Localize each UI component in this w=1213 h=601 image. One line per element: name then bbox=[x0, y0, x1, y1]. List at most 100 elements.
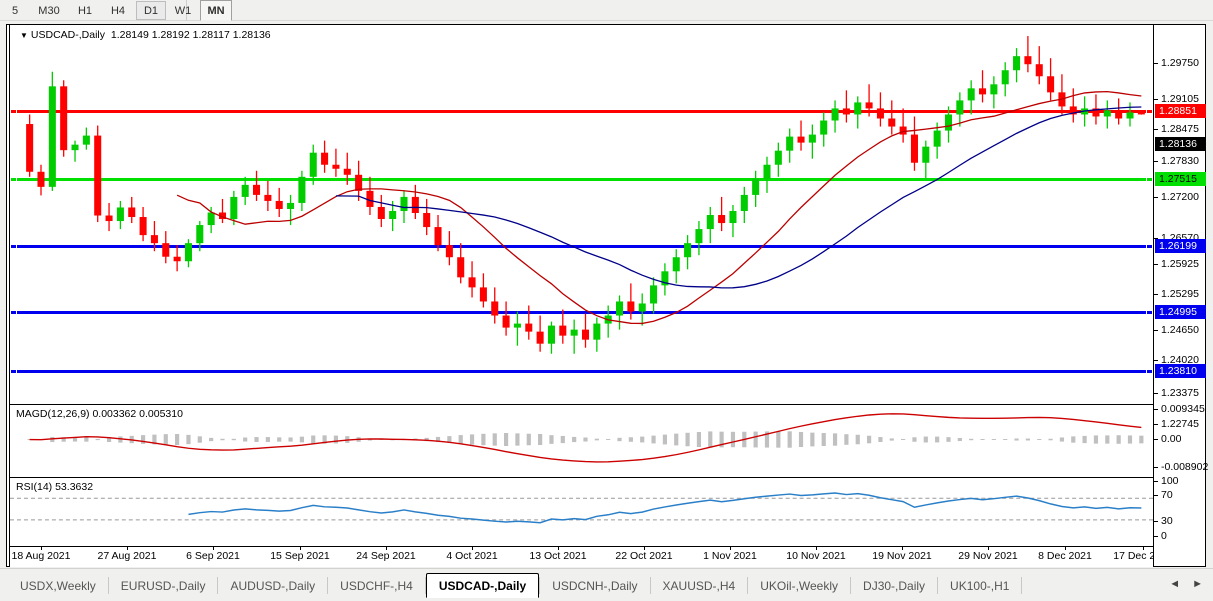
date-tick-label-1: 27 Aug 2021 bbox=[97, 550, 157, 562]
triangle-down-icon[interactable]: ▼ bbox=[20, 30, 28, 40]
support-1-line[interactable] bbox=[10, 243, 1153, 250]
rsi-scale-tick-2: 30 bbox=[1154, 515, 1173, 528]
support-3-line[interactable] bbox=[10, 368, 1153, 375]
symbol-tab-eurusd-daily[interactable]: EURUSD-,Daily bbox=[109, 573, 218, 598]
symbol-tab-usdx-weekly[interactable]: USDX,Weekly bbox=[8, 573, 108, 598]
symbol-tab-xauusd-h4[interactable]: XAUUSD-,H4 bbox=[651, 573, 748, 598]
chart-title: ▼ USDCAD-,Daily 1.28149 1.28192 1.28117 1… bbox=[20, 29, 271, 41]
level-handle-icon[interactable] bbox=[10, 309, 17, 316]
rsi-series bbox=[10, 492, 1153, 524]
level-handle-right-icon[interactable] bbox=[1146, 108, 1153, 115]
date-tick-mark-11 bbox=[988, 547, 989, 550]
symbol-tab-label: USDCHF-,H4 bbox=[340, 578, 413, 593]
symbol-tab-divider bbox=[327, 577, 329, 594]
symbol-tab-divider bbox=[747, 577, 749, 594]
timeframe-tab-h4[interactable]: H4 bbox=[102, 1, 134, 20]
symbol-tab-ukoil-weekly[interactable]: UKOil-,Weekly bbox=[748, 573, 850, 598]
symbol-tab-dj30-daily[interactable]: DJ30-,Daily bbox=[851, 573, 937, 598]
price-tick-10: 1.23375 bbox=[1154, 387, 1199, 400]
date-tick-label-0: 18 Aug 2021 bbox=[11, 550, 71, 562]
symbol-tab-label: AUDUSD-,Daily bbox=[230, 578, 316, 593]
price-tick-7: 1.25295 bbox=[1154, 288, 1199, 301]
level-handle-icon[interactable] bbox=[10, 108, 17, 115]
timeframe-tab-label: H1 bbox=[77, 4, 93, 17]
date-scale-axis[interactable]: 18 Aug 2021 27 Aug 2021 6 Sep 2021 15 Sep 2… bbox=[10, 546, 1153, 567]
rsi-scale-tick-0: 100 bbox=[1154, 475, 1179, 488]
symbol-tab-usdchf-h4[interactable]: USDCHF-,H4 bbox=[328, 573, 425, 598]
current-price-label[interactable]: 1.28136 bbox=[1155, 137, 1206, 151]
macd-scale-tick-1: 0.00 bbox=[1154, 433, 1181, 446]
support-2-price-label[interactable]: 1.24995 bbox=[1155, 305, 1206, 319]
timeframe-tab-label: M30 bbox=[38, 4, 60, 17]
date-tick-label-10: 19 Nov 2021 bbox=[872, 550, 932, 562]
scroll-right-icon[interactable]: ► bbox=[1192, 578, 1203, 590]
symbol-tab-label: DJ30-,Daily bbox=[863, 578, 926, 593]
price-pane[interactable]: ▼ USDCAD-,Daily 1.28149 1.28192 1.28117 1… bbox=[10, 25, 1153, 401]
chart-title-ohlc: 1.28149 1.28192 1.28117 1.28136 bbox=[110, 29, 271, 41]
resistance-price-label[interactable]: 1.28851 bbox=[1155, 104, 1206, 118]
timeframe-tab-label: W1 bbox=[174, 4, 192, 17]
resistance-line[interactable] bbox=[10, 108, 1153, 115]
tab-scroll-controls[interactable]: ◄ ► bbox=[1169, 578, 1203, 590]
date-tick-label-11: 29 Nov 2021 bbox=[958, 550, 1018, 562]
candlestick-series bbox=[26, 36, 1145, 354]
price-tick-0: 1.29750 bbox=[1154, 57, 1199, 70]
symbol-tab-label: USDCAD-,Daily bbox=[438, 578, 527, 593]
date-tick-mark-12 bbox=[1065, 547, 1066, 550]
level-handle-right-icon[interactable] bbox=[1146, 176, 1153, 183]
macd-series bbox=[27, 413, 1144, 463]
symbol-tab-uk100-h1[interactable]: UK100-,H1 bbox=[938, 573, 1021, 598]
level-handle-right-icon[interactable] bbox=[1146, 243, 1153, 250]
date-tick-mark-6 bbox=[558, 547, 559, 550]
rsi-pane[interactable]: RSI(14) 53.3632 bbox=[10, 477, 1153, 545]
level-handle-icon[interactable] bbox=[10, 368, 17, 375]
symbol-tab-usdcad-daily[interactable]: USDCAD-,Daily bbox=[425, 573, 540, 598]
chart-title-symbol: USDCAD-,Daily bbox=[30, 29, 106, 41]
symbol-tab-usdcnh-daily[interactable]: USDCNH-,Daily bbox=[540, 573, 649, 598]
rsi-scale-tick-3: 0 bbox=[1154, 530, 1167, 543]
symbol-tab-strip: USDX,Weekly EURUSD-,Daily AUDUSD-,Daily USD… bbox=[8, 573, 1023, 598]
scroll-left-icon[interactable]: ◄ bbox=[1169, 578, 1181, 590]
macd-pane[interactable]: MAGD(12,26,9) 0.003362 0.005310 bbox=[10, 404, 1153, 476]
date-tick-mark-10 bbox=[902, 547, 903, 550]
support-1-price-label[interactable]: 1.26199 bbox=[1155, 239, 1206, 253]
toolbar-separator bbox=[186, 0, 187, 21]
date-tick-label-4: 24 Sep 2021 bbox=[356, 550, 416, 562]
symbol-tab-audusd-daily[interactable]: AUDUSD-,Daily bbox=[218, 573, 327, 598]
chart-area[interactable]: 1.29750 1.29105 1.28475 1.27830 1.27200 1.265… bbox=[6, 24, 1208, 567]
level-handle-icon[interactable] bbox=[10, 243, 17, 250]
support-2-line[interactable] bbox=[10, 309, 1153, 316]
level-handle-right-icon[interactable] bbox=[1146, 368, 1153, 375]
timeframe-tab-label: H4 bbox=[110, 4, 126, 17]
pivot-line[interactable] bbox=[10, 176, 1153, 183]
price-tick-1: 1.29105 bbox=[1154, 93, 1199, 106]
level-handle-right-icon[interactable] bbox=[1146, 309, 1153, 316]
date-tick-mark-5 bbox=[472, 547, 473, 550]
date-tick-label-8: 1 Nov 2021 bbox=[703, 550, 757, 562]
macd-scale-tick-2: -0.008902 bbox=[1154, 461, 1208, 474]
date-tick-mark-8 bbox=[730, 547, 731, 550]
symbol-tab-divider bbox=[1021, 577, 1023, 594]
timeframe-tab-5[interactable]: 5 bbox=[2, 1, 28, 20]
symbol-tab-divider bbox=[649, 577, 651, 594]
timeframe-tab-h1[interactable]: H1 bbox=[70, 1, 100, 20]
pivot-price-label[interactable]: 1.27515 bbox=[1155, 172, 1206, 186]
rsi-label: RSI(14) 53.3632 bbox=[16, 481, 94, 493]
support-3-price-label[interactable]: 1.23810 bbox=[1155, 364, 1206, 378]
date-tick-label-7: 22 Oct 2021 bbox=[615, 550, 673, 562]
date-tick-label-3: 15 Sep 2021 bbox=[270, 550, 330, 562]
timeframe-tab-mn[interactable]: MN bbox=[200, 0, 232, 21]
timeframe-tab-m30[interactable]: M30 bbox=[30, 1, 68, 20]
timeframe-tab-w1[interactable]: W1 bbox=[168, 1, 198, 20]
price-tick-3: 1.27830 bbox=[1154, 155, 1199, 168]
macd-label: MAGD(12,26,9) 0.003362 0.005310 bbox=[16, 408, 183, 420]
price-scale-axis[interactable]: 1.29750 1.29105 1.28475 1.27830 1.27200 1.265… bbox=[1153, 25, 1208, 566]
level-handle-icon[interactable] bbox=[10, 176, 17, 183]
symbol-tab-label: UK100-,H1 bbox=[950, 578, 1010, 593]
price-tick-8: 1.24650 bbox=[1154, 324, 1199, 337]
symbol-tab-divider bbox=[937, 577, 939, 594]
date-tick-label-2: 6 Sep 2021 bbox=[186, 550, 240, 562]
macd-scale-tick-0: 0.009345 bbox=[1154, 403, 1205, 416]
price-tick-4: 1.27200 bbox=[1154, 191, 1199, 204]
timeframe-tab-d1[interactable]: D1 bbox=[136, 1, 166, 20]
